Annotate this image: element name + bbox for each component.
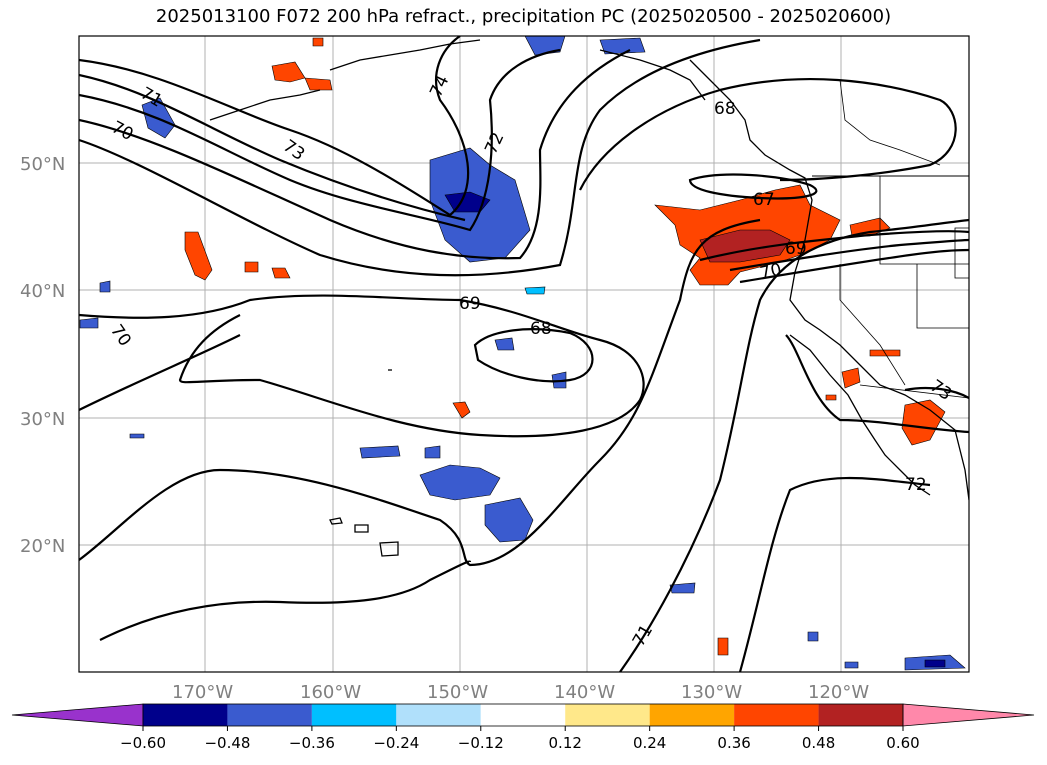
colorbar-segment — [396, 704, 481, 726]
lon-label: 170°W — [172, 682, 233, 703]
lon-label: 140°W — [554, 682, 615, 703]
colorbar-tick-label: 0.36 — [717, 734, 750, 752]
lat-label: 30°N — [20, 409, 65, 430]
coastlines — [209, 39, 969, 557]
lat-label: 20°N — [20, 536, 65, 557]
refractivity-contours — [79, 36, 969, 672]
contour-label: 69 — [785, 239, 807, 259]
map-title: 2025013100 F072 200 hPa refract., precip… — [155, 6, 892, 27]
colorbar-extend-low — [11, 703, 144, 727]
lon-label: 130°W — [681, 682, 742, 703]
colorbar-border — [142, 703, 904, 727]
lat-label: 40°N — [20, 281, 65, 302]
colorbar-tick-label: 0.12 — [549, 734, 582, 752]
colorbar-tick-label: −0.48 — [204, 734, 250, 752]
lon-label: 160°W — [300, 682, 361, 703]
colorbar-segment — [227, 704, 312, 726]
colorbar-tick-label: −0.36 — [289, 734, 335, 752]
precip-negative-areas — [79, 36, 966, 671]
map-background — [79, 36, 969, 672]
colorbar-tick-label: −0.60 — [120, 734, 166, 752]
colorbar-segment — [565, 704, 650, 726]
colorbar-segment — [311, 704, 397, 726]
colorbar: −0.60 −0.48 −0.36 −0.24 −0.12 0.12 0.24 0.36 0.4… — [11, 703, 1035, 752]
contour-label: 68 — [714, 99, 736, 119]
lat-label: 50°N — [20, 154, 65, 175]
contour-label: 67 — [753, 190, 775, 210]
colorbar-segment — [480, 704, 566, 726]
latitude-labels: 50°N 40°N 30°N 20°N — [20, 154, 65, 557]
contour-label: 69 — [459, 294, 481, 314]
colorbar-segment — [734, 704, 819, 726]
contour-label: 68 — [530, 319, 552, 339]
colorbar-tick-label: −0.24 — [373, 734, 419, 752]
colorbar-segment — [818, 704, 903, 726]
lon-label: 150°W — [427, 682, 488, 703]
longitude-labels: 170°W 160°W 150°W 140°W 130°W 120°W — [172, 682, 869, 703]
colorbar-tick-label: 0.24 — [633, 734, 666, 752]
colorbar-extend-high — [902, 703, 1035, 727]
contour-label: 72 — [905, 475, 927, 495]
colorbar-segment — [649, 704, 735, 726]
colorbar-segment — [143, 704, 228, 726]
contour-label: 70 — [758, 260, 783, 284]
colorbar-tick-label: 0.48 — [802, 734, 835, 752]
colorbar-tick-label: 0.60 — [886, 734, 919, 752]
colorbar-tick-label: −0.12 — [458, 734, 504, 752]
lon-label: 120°W — [808, 682, 869, 703]
map-frame — [78, 35, 970, 673]
